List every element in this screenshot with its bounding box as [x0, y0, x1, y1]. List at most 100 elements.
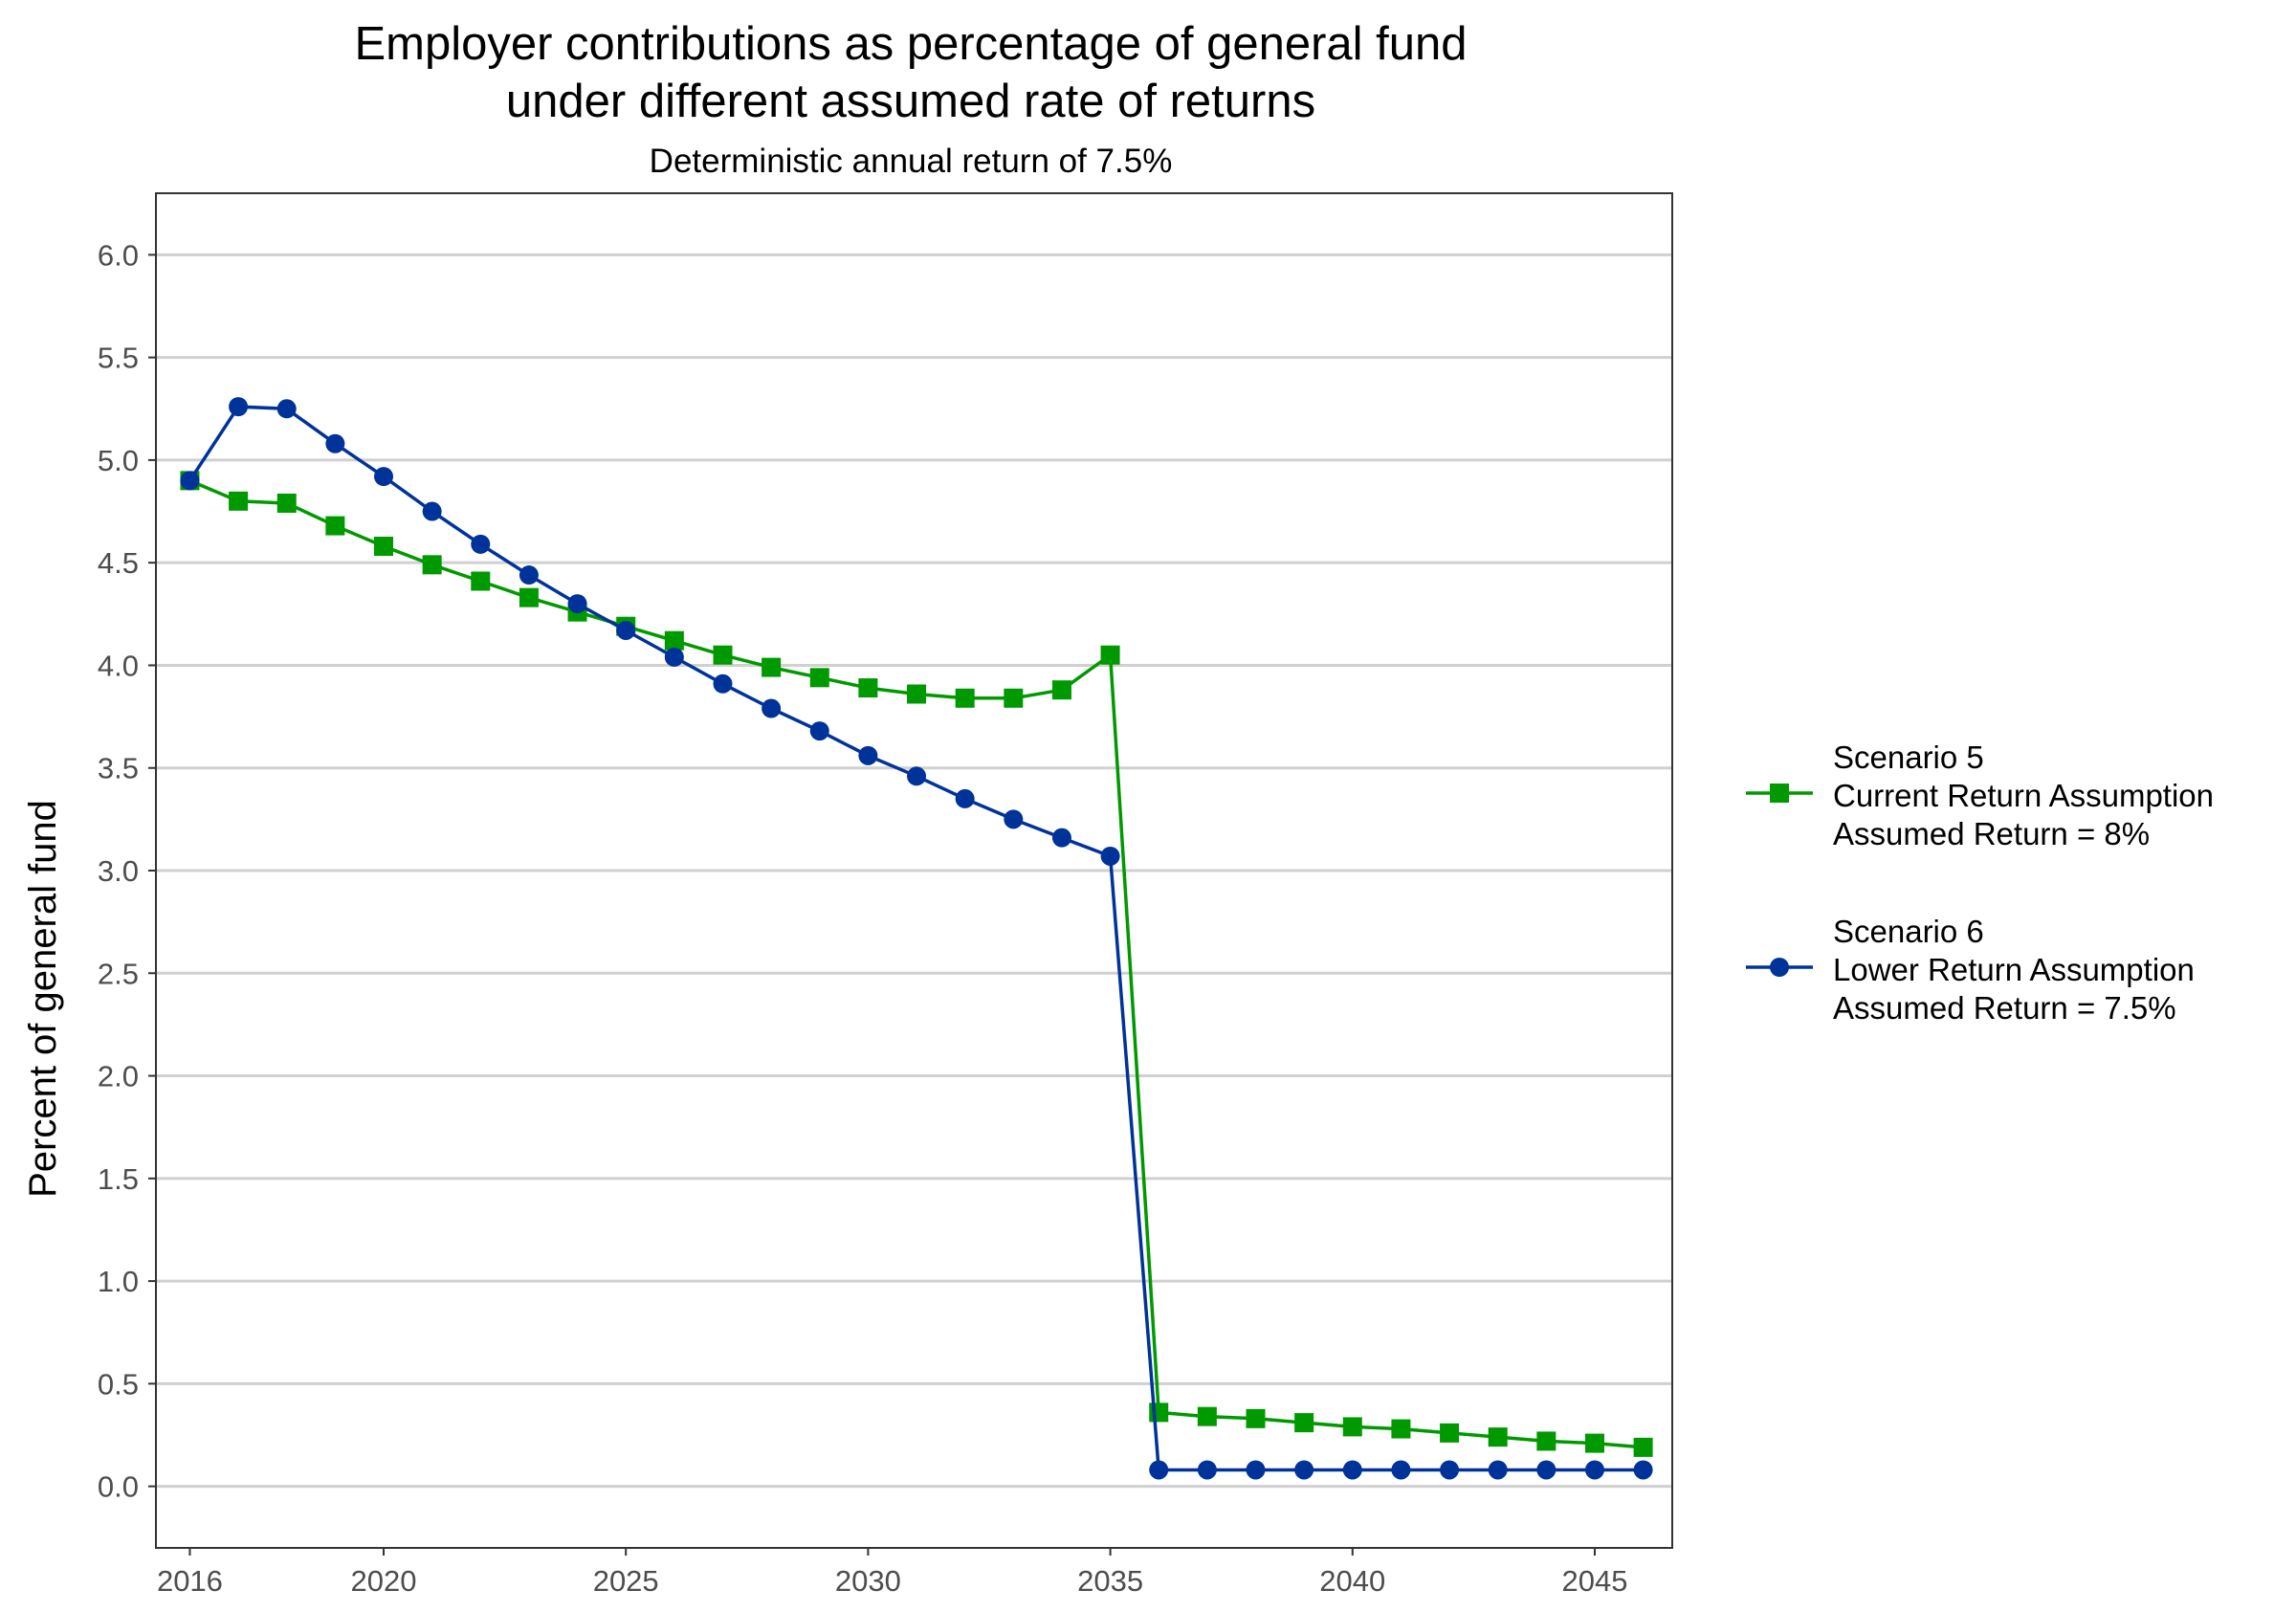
data-point-square [713, 645, 733, 665]
legend-label-scenario-6-line-1: Scenario 6 [1833, 914, 1984, 949]
y-tick-label: 4.5 [98, 546, 139, 580]
data-point-square [325, 516, 345, 536]
y-tick-label: 1.0 [98, 1265, 139, 1298]
data-point-circle [1536, 1460, 1556, 1480]
data-point-circle [1197, 1460, 1217, 1480]
data-point-circle [1246, 1460, 1266, 1480]
legend-entry-scenario-6: Scenario 6 Lower Return Assumption Assum… [1746, 914, 2195, 1026]
data-point-circle [1004, 809, 1024, 829]
x-tick-label: 2030 [835, 1564, 901, 1598]
data-point-circle [955, 788, 975, 808]
legend-marker-circle [1770, 958, 1789, 977]
y-axis-title: Percent of general fund [22, 800, 64, 1198]
data-point-square [276, 493, 297, 513]
legend-label-scenario-6-line-2: Lower Return Assumption [1833, 952, 2195, 987]
series-scenario-6 [180, 397, 1653, 1480]
x-tick-label: 2025 [593, 1564, 659, 1598]
data-point-square [1584, 1433, 1604, 1453]
data-point-circle [180, 471, 200, 491]
data-point-circle [471, 534, 491, 554]
data-point-circle [616, 620, 636, 640]
data-point-square [374, 537, 394, 557]
legend-entry-scenario-5: Scenario 5 Current Return Assumption Ass… [1746, 740, 2214, 851]
y-tick-label: 5.5 [98, 342, 139, 375]
legend-marker-square [1770, 784, 1789, 803]
chart-subtitle: Deterministic annual return of 7.5% [650, 143, 1173, 180]
data-point-square [1342, 1417, 1362, 1437]
data-point-circle [325, 433, 345, 453]
data-point-square [955, 688, 975, 708]
data-point-square [422, 555, 442, 575]
y-tick-label: 0.0 [98, 1470, 139, 1504]
data-point-circle [762, 698, 782, 718]
legend-label-scenario-5-line-1: Scenario 5 [1833, 740, 1984, 775]
data-point-square [762, 657, 782, 677]
data-point-circle [276, 399, 297, 419]
data-point-circle [858, 745, 878, 765]
y-tick-label: 4.0 [98, 649, 139, 682]
y-tick-label: 3.0 [98, 854, 139, 888]
gridlines [156, 253, 1672, 1489]
data-point-square [664, 630, 684, 651]
data-point-square [1440, 1423, 1460, 1443]
data-point-square [1197, 1406, 1217, 1426]
y-tick-label: 2.5 [98, 957, 139, 990]
y-tick-label: 5.0 [98, 444, 139, 477]
legend-label-scenario-5-line-2: Current Return Assumption [1833, 778, 2214, 813]
data-point-circle [1488, 1460, 1508, 1480]
data-point-circle [664, 647, 684, 667]
data-point-circle [1342, 1460, 1362, 1480]
data-point-circle [1051, 828, 1071, 848]
plot-panel-border [155, 192, 1673, 1549]
x-tick-label: 2035 [1077, 1564, 1143, 1598]
data-point-square [229, 491, 249, 511]
data-point-circle [1391, 1460, 1411, 1480]
data-point-square [1051, 680, 1071, 700]
chart-title-line-2: under different assumed rate of returns [506, 76, 1315, 127]
data-point-square [1246, 1408, 1266, 1428]
data-point-circle [1100, 846, 1120, 866]
series-scenario-5 [180, 471, 1653, 1457]
x-tick-label: 2020 [351, 1564, 417, 1598]
data-point-circle [907, 766, 927, 786]
data-point-square [1536, 1431, 1556, 1451]
data-point-circle [519, 565, 539, 585]
y-tick-label: 2.0 [98, 1060, 139, 1093]
y-tick-label: 3.5 [98, 752, 139, 785]
x-tick-label: 2040 [1319, 1564, 1385, 1598]
data-point-square [1004, 688, 1024, 708]
data-point-circle [1294, 1460, 1314, 1480]
legend-label-scenario-5-line-3: Assumed Return = 8% [1833, 816, 2150, 851]
data-point-square [1100, 645, 1120, 665]
legend: Scenario 5 Current Return Assumption Ass… [1746, 740, 2214, 1026]
data-point-circle [229, 397, 249, 417]
chart-title-line-1: Employer contributions as percentage of … [354, 18, 1467, 70]
data-point-square [1294, 1413, 1314, 1433]
data-point-circle [567, 594, 587, 614]
data-point-circle [1149, 1460, 1169, 1480]
x-tick-label: 2045 [1561, 1564, 1627, 1598]
data-point-square [519, 587, 539, 607]
data-point-circle [1440, 1460, 1460, 1480]
data-point-circle [809, 721, 829, 741]
data-point-circle [422, 501, 442, 521]
data-point-square [1391, 1419, 1411, 1439]
data-point-square [471, 571, 491, 591]
x-tick-label: 2016 [157, 1564, 223, 1598]
legend-label-scenario-6-line-3: Assumed Return = 7.5% [1833, 990, 2176, 1026]
data-point-circle [374, 467, 394, 487]
y-tick-label: 6.0 [98, 238, 139, 272]
data-point-square [1488, 1427, 1508, 1447]
data-series [180, 397, 1653, 1480]
data-point-circle [1633, 1460, 1653, 1480]
data-point-circle [713, 674, 733, 694]
y-tick-label: 1.5 [98, 1162, 139, 1196]
y-tick-label: 0.5 [98, 1367, 139, 1401]
axes: 0.0 0.5 1.0 1.5 2.0 2.5 3.0 3.5 4.0 4.5 5.0 5.5 6.0 2… [98, 192, 1673, 1598]
data-point-square [907, 684, 927, 704]
data-point-square [1633, 1437, 1653, 1457]
data-point-square [858, 678, 878, 698]
data-point-circle [1584, 1460, 1604, 1480]
